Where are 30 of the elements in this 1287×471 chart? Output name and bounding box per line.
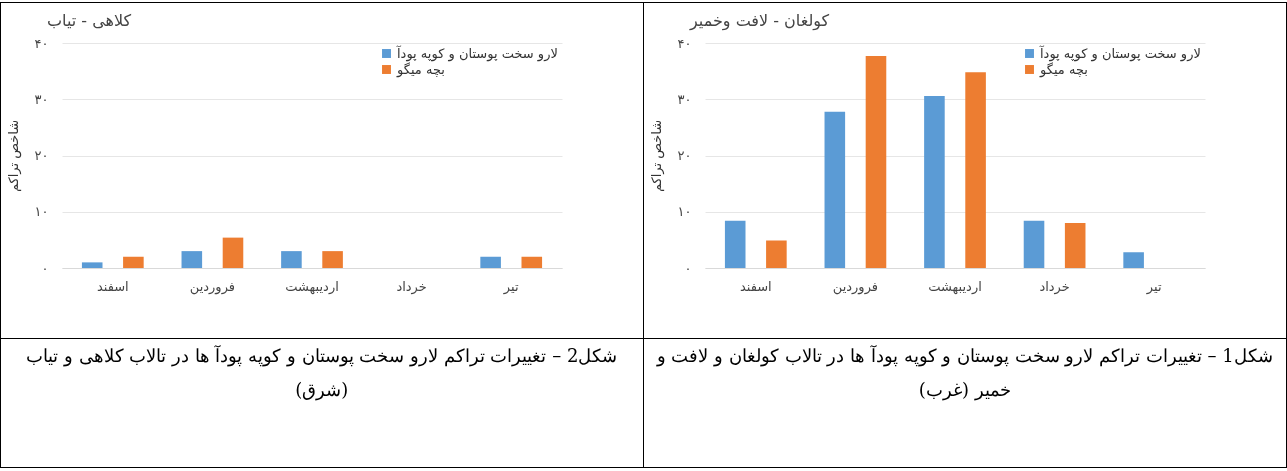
x-tick-label: خرداد	[396, 278, 427, 295]
x-tick-label: تیر	[502, 278, 519, 295]
y-tick-label: ۱۰	[677, 204, 691, 220]
y-tick-label: ۱۰	[34, 204, 49, 220]
y-tick-label: ۲۰	[34, 148, 49, 163]
x-tick-label: اردیبهشت	[927, 278, 982, 295]
chart-title: کولغان - لافت وخمیر	[688, 11, 830, 31]
legend-label: لارو سخت پوستان و کوپه پودآ	[396, 44, 558, 62]
y-tick-label: ۲۰	[677, 148, 691, 163]
legend-label: بچه میگو	[1038, 61, 1088, 78]
x-tick-label: فروردین	[189, 278, 236, 295]
legend-label: لارو سخت پوستان و کوپه پودآ	[1038, 44, 1201, 62]
y-axis-title: شاخص تراکم	[648, 119, 665, 193]
y-tick-label: ۴۰	[677, 35, 691, 51]
x-tick-label: اردیبهشت	[285, 278, 339, 295]
y-tick-label: ۰	[684, 260, 691, 276]
chart-title: کلاهی - تیاب	[47, 11, 132, 30]
y-tick-label: ۳۰	[34, 91, 49, 107]
text: شکل2 – تغییرات تراکم لارو سخت پوستان و کوپه پودآ ها در تالاب کلاهی و تیاب (شرق)	[25, 344, 619, 403]
y-tick-label: ۴۰	[34, 35, 49, 51]
x-tick-label: اسفند	[96, 278, 129, 294]
x-tick-label: اسفند	[739, 278, 772, 294]
x-tick-label: تیر	[1145, 278, 1162, 295]
text: شکل1 – تغییرات تراکم لارو سخت پوستان و کوپه پودآ ها در تالاب کولغان و لافت و خمیر (غرب)	[655, 344, 1274, 403]
legend-label: بچه میگو	[396, 61, 445, 78]
y-tick-label: ۰	[41, 260, 49, 276]
y-axis-title: شاخص تراکم	[5, 119, 22, 193]
y-tick-label: ۳۰	[677, 91, 691, 107]
x-tick-label: خرداد	[1038, 278, 1070, 295]
x-tick-label: فروردین	[832, 278, 878, 295]
